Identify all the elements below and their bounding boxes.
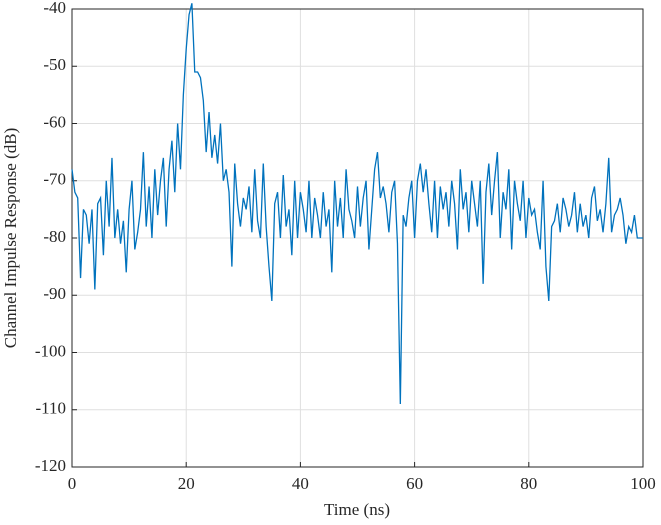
x-tick-label: 60 bbox=[406, 474, 423, 493]
y-tick-label: -70 bbox=[43, 170, 66, 189]
y-tick-label: -100 bbox=[35, 341, 66, 360]
x-tick-label: 40 bbox=[292, 474, 309, 493]
x-tick-label: 80 bbox=[520, 474, 537, 493]
x-tick-label: 20 bbox=[178, 474, 195, 493]
y-tick-label: -40 bbox=[43, 0, 66, 17]
x-axis-label: Time (ns) bbox=[324, 500, 390, 519]
y-tick-label: -90 bbox=[43, 284, 66, 303]
y-tick-label: -50 bbox=[43, 55, 66, 74]
y-tick-label: -60 bbox=[43, 112, 66, 131]
y-tick-label: -110 bbox=[35, 399, 66, 418]
x-tick-label: 0 bbox=[68, 474, 77, 493]
y-axis-label: Channel Impulse Response (dB) bbox=[1, 128, 20, 349]
x-tick-label: 100 bbox=[630, 474, 656, 493]
data-line bbox=[71, 3, 643, 405]
y-tick-label: -120 bbox=[35, 456, 66, 475]
y-tick-label: -80 bbox=[43, 227, 66, 246]
